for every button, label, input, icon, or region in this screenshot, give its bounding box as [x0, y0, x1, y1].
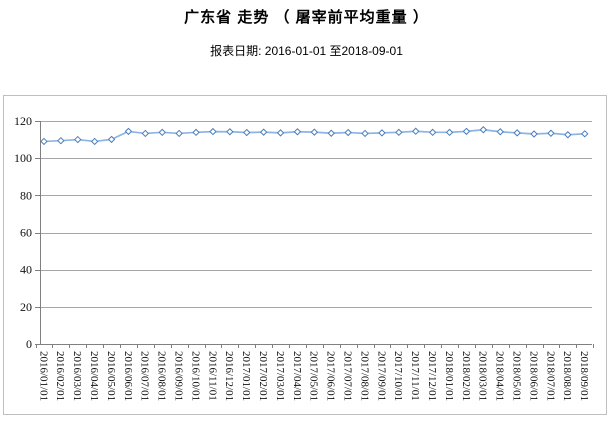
x-tick-label: 2018/02/01	[460, 351, 472, 401]
x-tick-label: 2018/03/01	[477, 351, 489, 401]
data-point-marker	[412, 127, 420, 135]
data-point-marker	[395, 128, 403, 137]
data-point-marker	[428, 128, 437, 137]
data-point-marker	[40, 137, 48, 146]
x-tick-label: 2017/09/01	[375, 351, 387, 401]
x-tick-label: 2016/04/01	[88, 351, 100, 401]
x-tick-label: 2018/07/01	[544, 351, 556, 401]
x-tick-label: 2017/05/01	[308, 351, 320, 401]
x-tick-label: 2016/01/01	[37, 351, 49, 401]
data-point-marker	[209, 127, 217, 136]
x-tick-label: 2018/05/01	[511, 351, 523, 401]
y-tick-label: 20	[20, 300, 32, 314]
data-point-marker	[293, 128, 302, 136]
data-point-marker	[344, 128, 352, 137]
x-tick-label: 2017/04/01	[291, 351, 303, 401]
chart-subtitle: 报表日期: 2016-01-01 至2018-09-01	[210, 44, 403, 58]
data-point-marker	[513, 129, 521, 137]
x-tick-label: 2018/08/01	[561, 351, 573, 401]
data-point-marker	[462, 127, 471, 136]
data-point-marker	[124, 127, 133, 136]
x-tick-label: 2016/02/01	[54, 351, 66, 401]
data-point-marker	[564, 131, 572, 139]
x-tick-label: 2017/01/01	[240, 351, 252, 401]
data-point-marker	[226, 128, 234, 136]
x-tick-label: 2017/08/01	[358, 351, 370, 401]
x-tick-label: 2016/10/01	[189, 351, 201, 401]
data-point-marker	[479, 126, 488, 134]
x-tick-label: 2016/05/01	[105, 351, 117, 401]
x-tick-label: 2018/09/01	[578, 351, 590, 401]
data-point-marker	[74, 135, 82, 144]
x-tick-label: 2016/09/01	[173, 351, 185, 401]
data-point-marker	[90, 137, 99, 146]
x-tick-label: 2017/12/01	[426, 351, 438, 401]
x-tick-label: 2017/03/01	[274, 351, 286, 401]
chart-title: 广东省 走势 （ 屠宰前平均重量 ）	[184, 9, 429, 26]
y-tick-label: 100	[14, 151, 32, 165]
x-tick-label: 2017/07/01	[342, 351, 354, 401]
data-point-marker	[581, 130, 589, 138]
y-tick-label: 0	[26, 337, 32, 351]
x-tick-label: 2018/06/01	[527, 351, 539, 401]
x-tick-label: 2016/03/01	[71, 351, 83, 401]
x-tick-label: 2017/06/01	[325, 351, 337, 401]
x-tick-label: 2018/04/01	[494, 351, 506, 401]
x-tick-label: 2017/11/01	[409, 351, 421, 401]
data-point-marker	[361, 129, 369, 138]
data-point-marker	[530, 130, 538, 138]
series-markers	[40, 126, 589, 146]
data-point-marker	[378, 129, 386, 137]
gridlines	[40, 121, 592, 308]
data-point-marker	[310, 128, 319, 136]
data-point-marker	[141, 129, 150, 138]
data-point-marker	[276, 129, 285, 137]
chart-outer-border	[3, 95, 607, 415]
y-axis-labels: 0 20 40 60 80 100 120	[14, 114, 32, 351]
data-point-marker	[192, 128, 200, 137]
x-tick-label: 2016/07/01	[139, 351, 151, 401]
y-tick-label: 120	[14, 114, 32, 128]
x-tick-label: 2016/12/01	[223, 351, 235, 401]
data-point-marker	[259, 128, 268, 136]
data-point-marker	[57, 136, 65, 145]
x-tick-label: 2017/02/01	[257, 351, 269, 401]
data-point-marker	[107, 135, 116, 144]
data-point-marker	[327, 129, 335, 137]
x-axis-labels: 2016/01/01 2016/02/01 2016/03/01 2016/04/01…	[37, 351, 590, 401]
data-point-marker	[243, 128, 251, 137]
y-tick-label: 40	[20, 263, 32, 277]
x-tick-label: 2016/11/01	[206, 351, 218, 401]
y-tick-label: 80	[20, 188, 32, 202]
y-tick-label: 60	[20, 226, 32, 240]
data-point-marker	[175, 129, 183, 138]
data-point-marker	[547, 129, 555, 137]
x-tick-label: 2016/06/01	[122, 351, 134, 401]
x-tick-label: 2018/01/01	[443, 351, 455, 401]
data-point-marker	[496, 128, 504, 136]
axes	[35, 121, 594, 348]
data-point-marker	[158, 128, 166, 137]
x-tick-label: 2016/08/01	[156, 351, 168, 401]
data-point-marker	[445, 128, 454, 137]
x-tick-label: 2017/10/01	[392, 351, 404, 401]
